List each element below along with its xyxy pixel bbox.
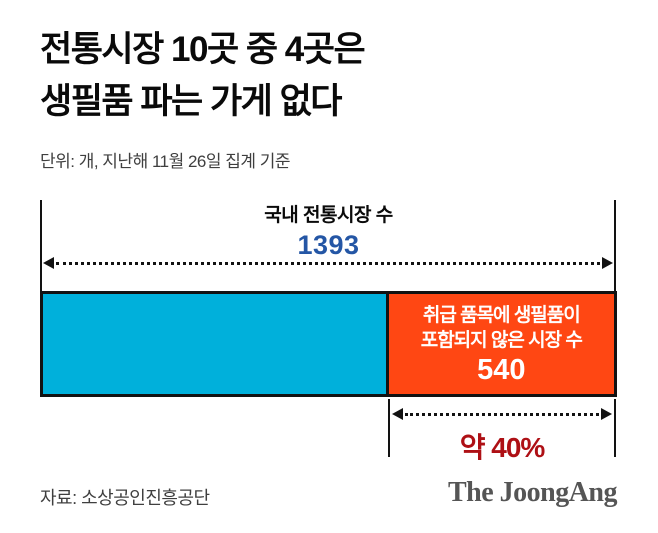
percent-label: 약 40% <box>459 432 546 463</box>
arrowhead-right-icon <box>601 408 612 420</box>
highlight-label-line2: 포함되지 않은 시장 수 <box>420 330 583 351</box>
bar-segment-highlight: 취급 품목에 생필품이 포함되지 않은 시장 수 540 <box>385 294 614 394</box>
arrowhead-right-icon <box>602 257 613 269</box>
arrowhead-left-icon <box>392 408 403 420</box>
total-range-arrow <box>43 256 613 270</box>
guide-line-total-right <box>614 200 616 293</box>
total-annotation: 국내 전통시장 수 1393 <box>40 200 617 261</box>
joongang-logo: The JoongAng <box>447 477 618 508</box>
highlight-range-arrow <box>392 407 612 421</box>
guide-line-highlight-right <box>614 399 616 457</box>
bar-segment-remainder <box>43 294 386 394</box>
bar-chart: 취급 품목에 생필품이 포함되지 않은 시장 수 540 <box>40 291 617 397</box>
chart-title-line2: 생필품 파는 가게 없다 <box>40 82 342 121</box>
total-label: 국내 전통시장 수 <box>264 205 393 226</box>
guide-line-total-left <box>40 200 42 293</box>
arrowhead-left-icon <box>43 257 54 269</box>
chart-title: 전통시장 10곳 중 4곳은 생필품 파는 가게 없다 <box>40 24 366 128</box>
chart-title-line1: 전통시장 10곳 중 4곳은 <box>40 30 366 69</box>
highlight-value: 540 <box>477 354 526 386</box>
dotted-line <box>56 261 600 265</box>
guide-line-highlight-left <box>388 399 390 457</box>
highlight-label-line1: 취급 품목에 생필품이 <box>422 305 581 326</box>
total-value: 1393 <box>297 230 360 260</box>
dotted-line <box>405 412 599 416</box>
source-credit: 자료: 소상공인진흥공단 <box>40 488 210 508</box>
unit-note: 단위: 개, 지난해 11월 26일 집계 기준 <box>40 152 291 171</box>
